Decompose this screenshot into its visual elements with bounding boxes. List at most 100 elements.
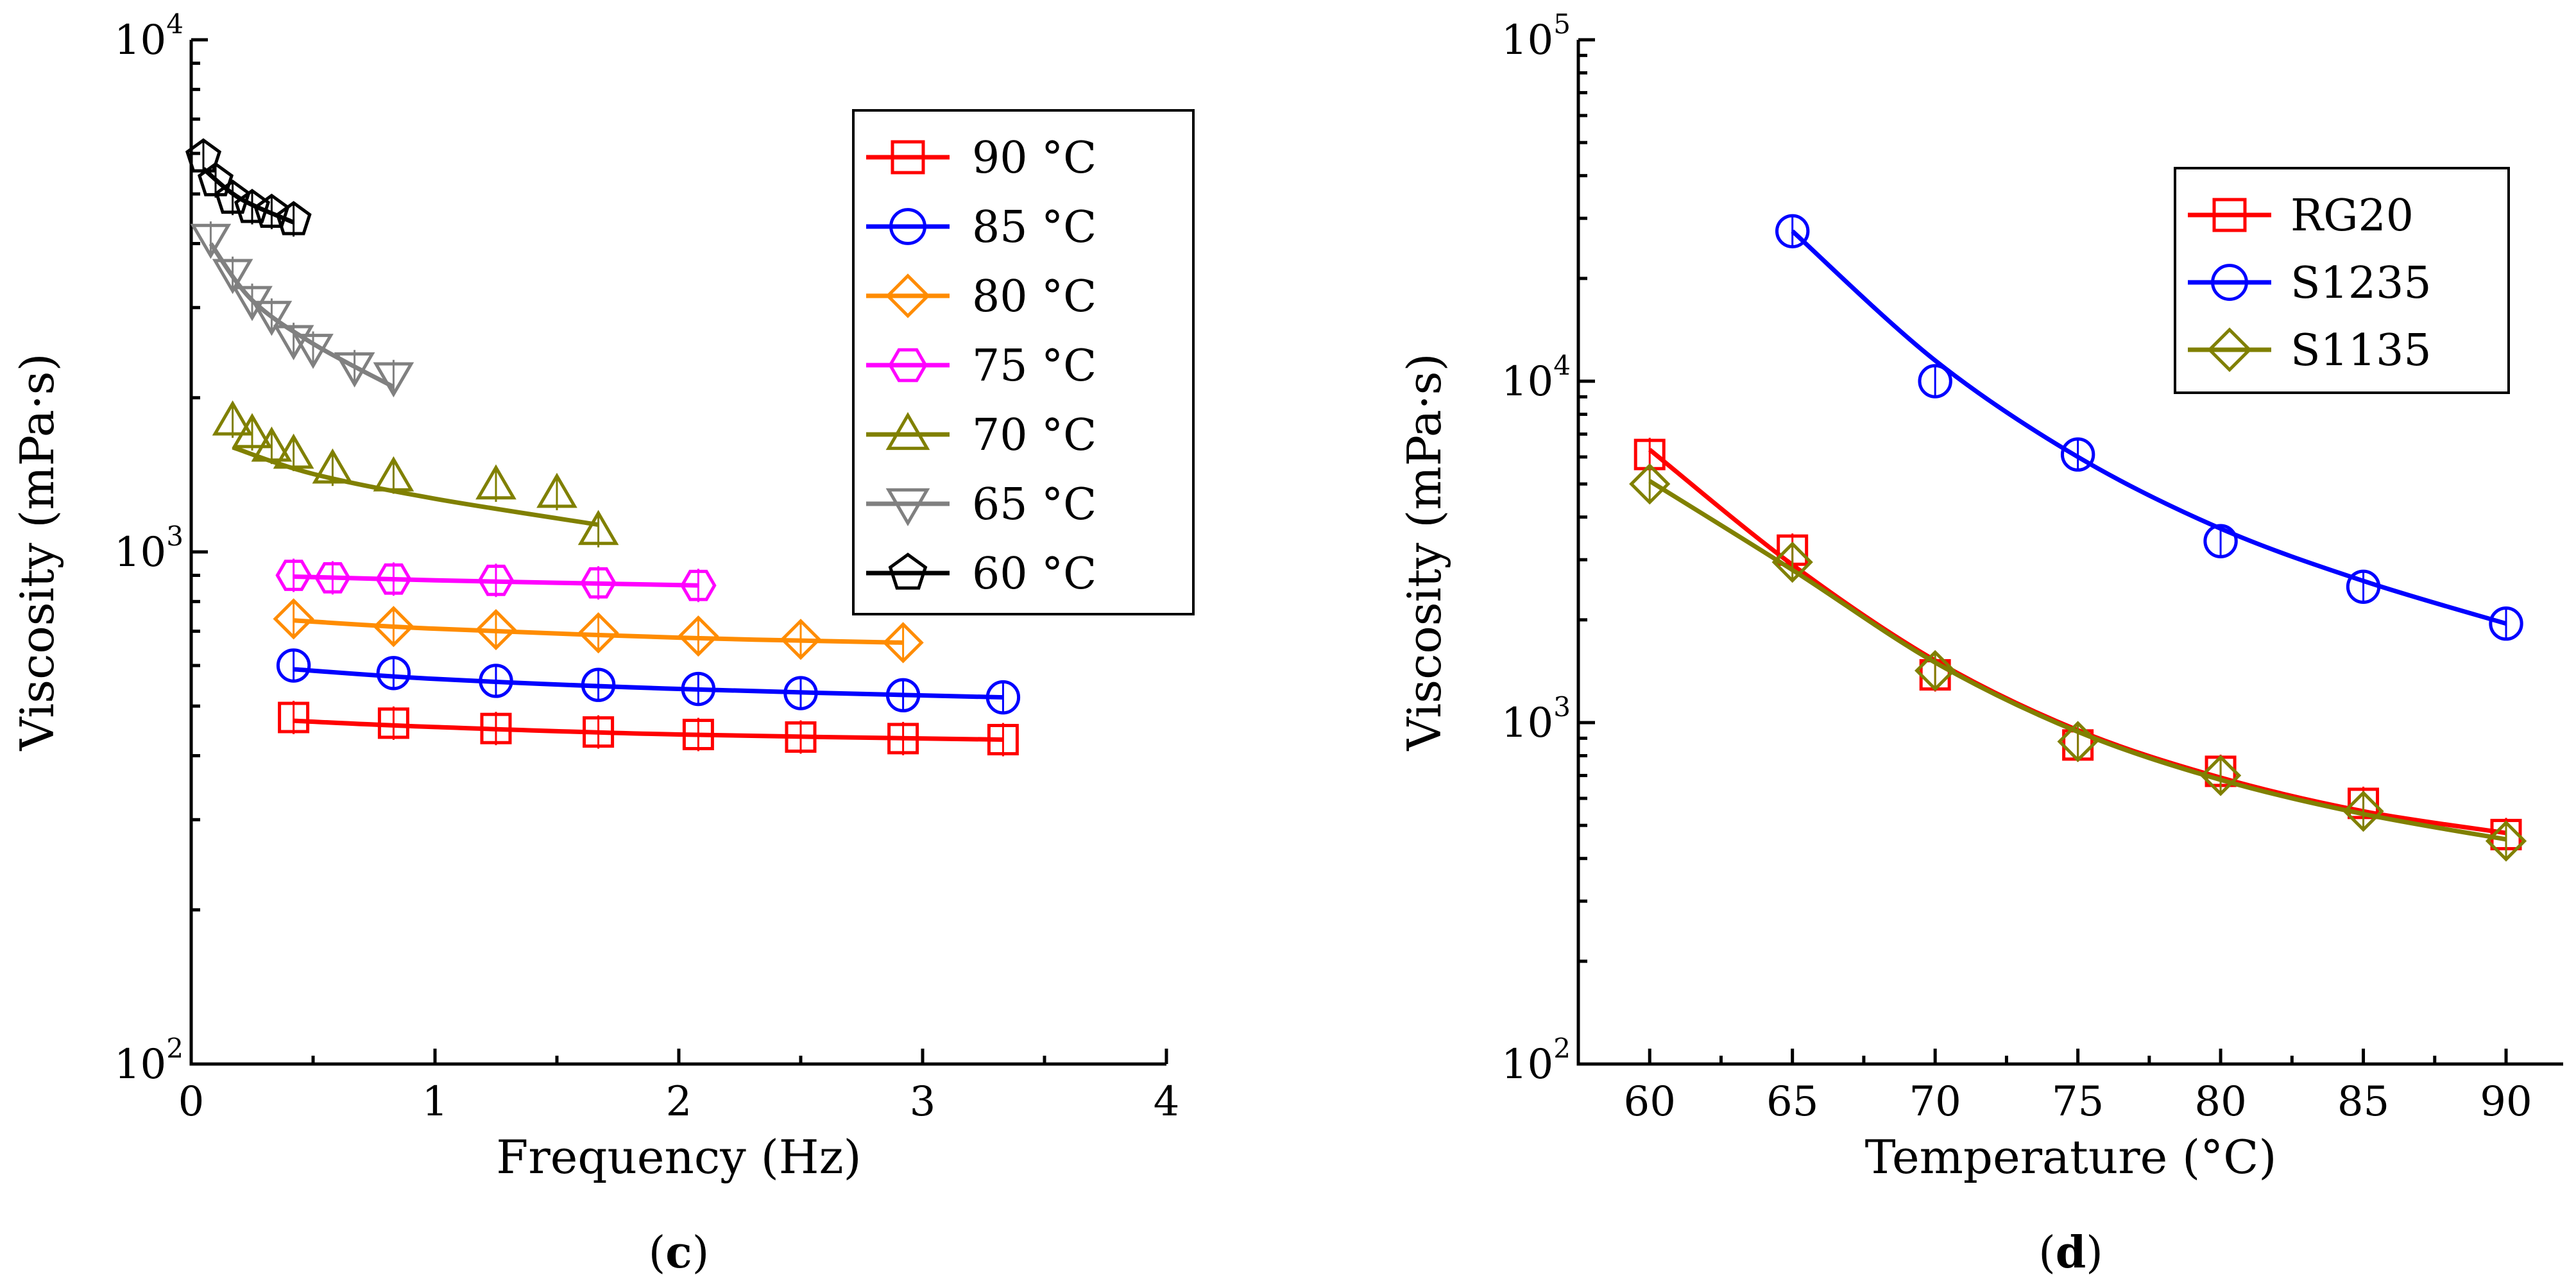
data-point	[580, 567, 617, 599]
y-tick-label: 102	[114, 1033, 183, 1088]
data-point	[212, 259, 253, 295]
data-point	[2346, 569, 2381, 604]
data-point	[2485, 820, 2527, 862]
y-tick-base: 10	[114, 17, 166, 64]
legend-marker	[885, 273, 930, 318]
data-point	[253, 193, 290, 228]
data-point	[2203, 524, 2238, 558]
legend-marker	[889, 208, 926, 245]
legend-label: 85 °C	[972, 202, 1096, 253]
legend-label: S1235	[2290, 258, 2432, 309]
data-point	[479, 664, 513, 698]
data-point	[275, 560, 312, 591]
fit-curve	[1648, 448, 2507, 836]
data-point	[212, 400, 253, 436]
series-65-c	[190, 221, 414, 398]
legend-marker	[891, 140, 925, 175]
data-point	[477, 564, 515, 596]
panel-label-close: )	[692, 1228, 710, 1278]
x-tick-label: 65	[1766, 1078, 1818, 1126]
y-tick-exponent: 4	[1553, 350, 1571, 381]
data-point	[375, 563, 412, 595]
panel-label-close: )	[2086, 1228, 2103, 1278]
data-point	[251, 300, 293, 336]
x-tick-label: 85	[2337, 1078, 2389, 1126]
panel-label: (c)	[649, 1227, 709, 1278]
y-axis-title: Viscosity (mPa·s)	[1397, 353, 1451, 751]
series-s1135	[1629, 463, 2527, 862]
legend-label: 75 °C	[972, 341, 1096, 391]
data-point	[251, 426, 293, 462]
data-point	[312, 448, 354, 484]
series-85-c	[276, 648, 1021, 715]
legend-marker	[2212, 198, 2247, 232]
data-point	[214, 179, 251, 214]
x-tick-label: 0	[178, 1078, 205, 1126]
data-point	[2342, 790, 2384, 832]
data-point	[882, 622, 924, 664]
data-point	[583, 716, 615, 748]
y-tick-base: 10	[1501, 700, 1553, 747]
data-point	[1771, 541, 1813, 583]
y-tick-base: 10	[1501, 1041, 1553, 1088]
x-tick-label: 4	[1154, 1078, 1180, 1126]
data-point	[314, 562, 351, 594]
y-tick-exponent: 3	[166, 520, 183, 552]
y-tick-label: 105	[1501, 8, 1571, 64]
data-point	[185, 138, 222, 173]
x-tick-label: 90	[2480, 1078, 2532, 1126]
data-point	[536, 472, 577, 508]
series-s1235	[1775, 214, 2523, 641]
fit-curve	[293, 574, 699, 588]
legend-marker	[888, 553, 928, 590]
data-point	[377, 707, 409, 739]
legend: 90 °C 85 °C 80 °C 75 °C 70 °C 65 °C 60 °C	[852, 109, 1195, 615]
data-point	[682, 719, 714, 751]
series-70-c	[212, 400, 619, 547]
legend-label: 60 °C	[972, 549, 1096, 599]
data-point	[376, 656, 411, 691]
y-axis-title: Viscosity (mPa·s)	[10, 353, 64, 751]
data-point	[2489, 606, 2523, 641]
series-90-c	[278, 700, 1019, 757]
data-point	[783, 676, 818, 710]
data-point	[293, 334, 334, 369]
panel-label-letter: d	[2056, 1227, 2086, 1278]
x-tick-label: 80	[2194, 1078, 2246, 1126]
legend-marker	[885, 412, 930, 451]
x-axis-title: Temperature (°C)	[1865, 1130, 2277, 1184]
y-tick-base: 10	[114, 1041, 166, 1088]
legend-marker	[2207, 327, 2252, 372]
y-tick-label: 102	[1501, 1033, 1571, 1088]
legend-box	[852, 109, 1195, 615]
y-tick-exponent: 2	[1553, 1033, 1571, 1064]
y-tick-exponent: 3	[1553, 691, 1571, 723]
data-point	[2199, 755, 2242, 796]
legend-label: 65 °C	[972, 479, 1096, 530]
data-point	[276, 648, 311, 683]
x-tick-label: 75	[2052, 1078, 2104, 1126]
data-point	[577, 612, 619, 654]
data-point	[681, 671, 716, 707]
data-point	[678, 615, 719, 657]
data-point	[985, 680, 1021, 715]
legend-marker	[888, 348, 928, 382]
y-tick-label: 104	[1501, 350, 1571, 406]
data-point	[1915, 649, 1956, 692]
y-tick-base: 10	[1501, 17, 1553, 64]
legend-label: RG20	[2290, 191, 2414, 241]
data-point	[334, 352, 375, 388]
legend-marker	[2211, 264, 2248, 301]
data-point	[1629, 463, 1671, 505]
series-75-c	[275, 558, 717, 603]
data-point	[2057, 721, 2099, 762]
fit-curve	[209, 242, 395, 389]
x-tick-label: 70	[1909, 1078, 1961, 1126]
x-tick-label: 3	[910, 1078, 936, 1126]
data-point	[480, 712, 512, 744]
series-60-c	[185, 138, 312, 237]
